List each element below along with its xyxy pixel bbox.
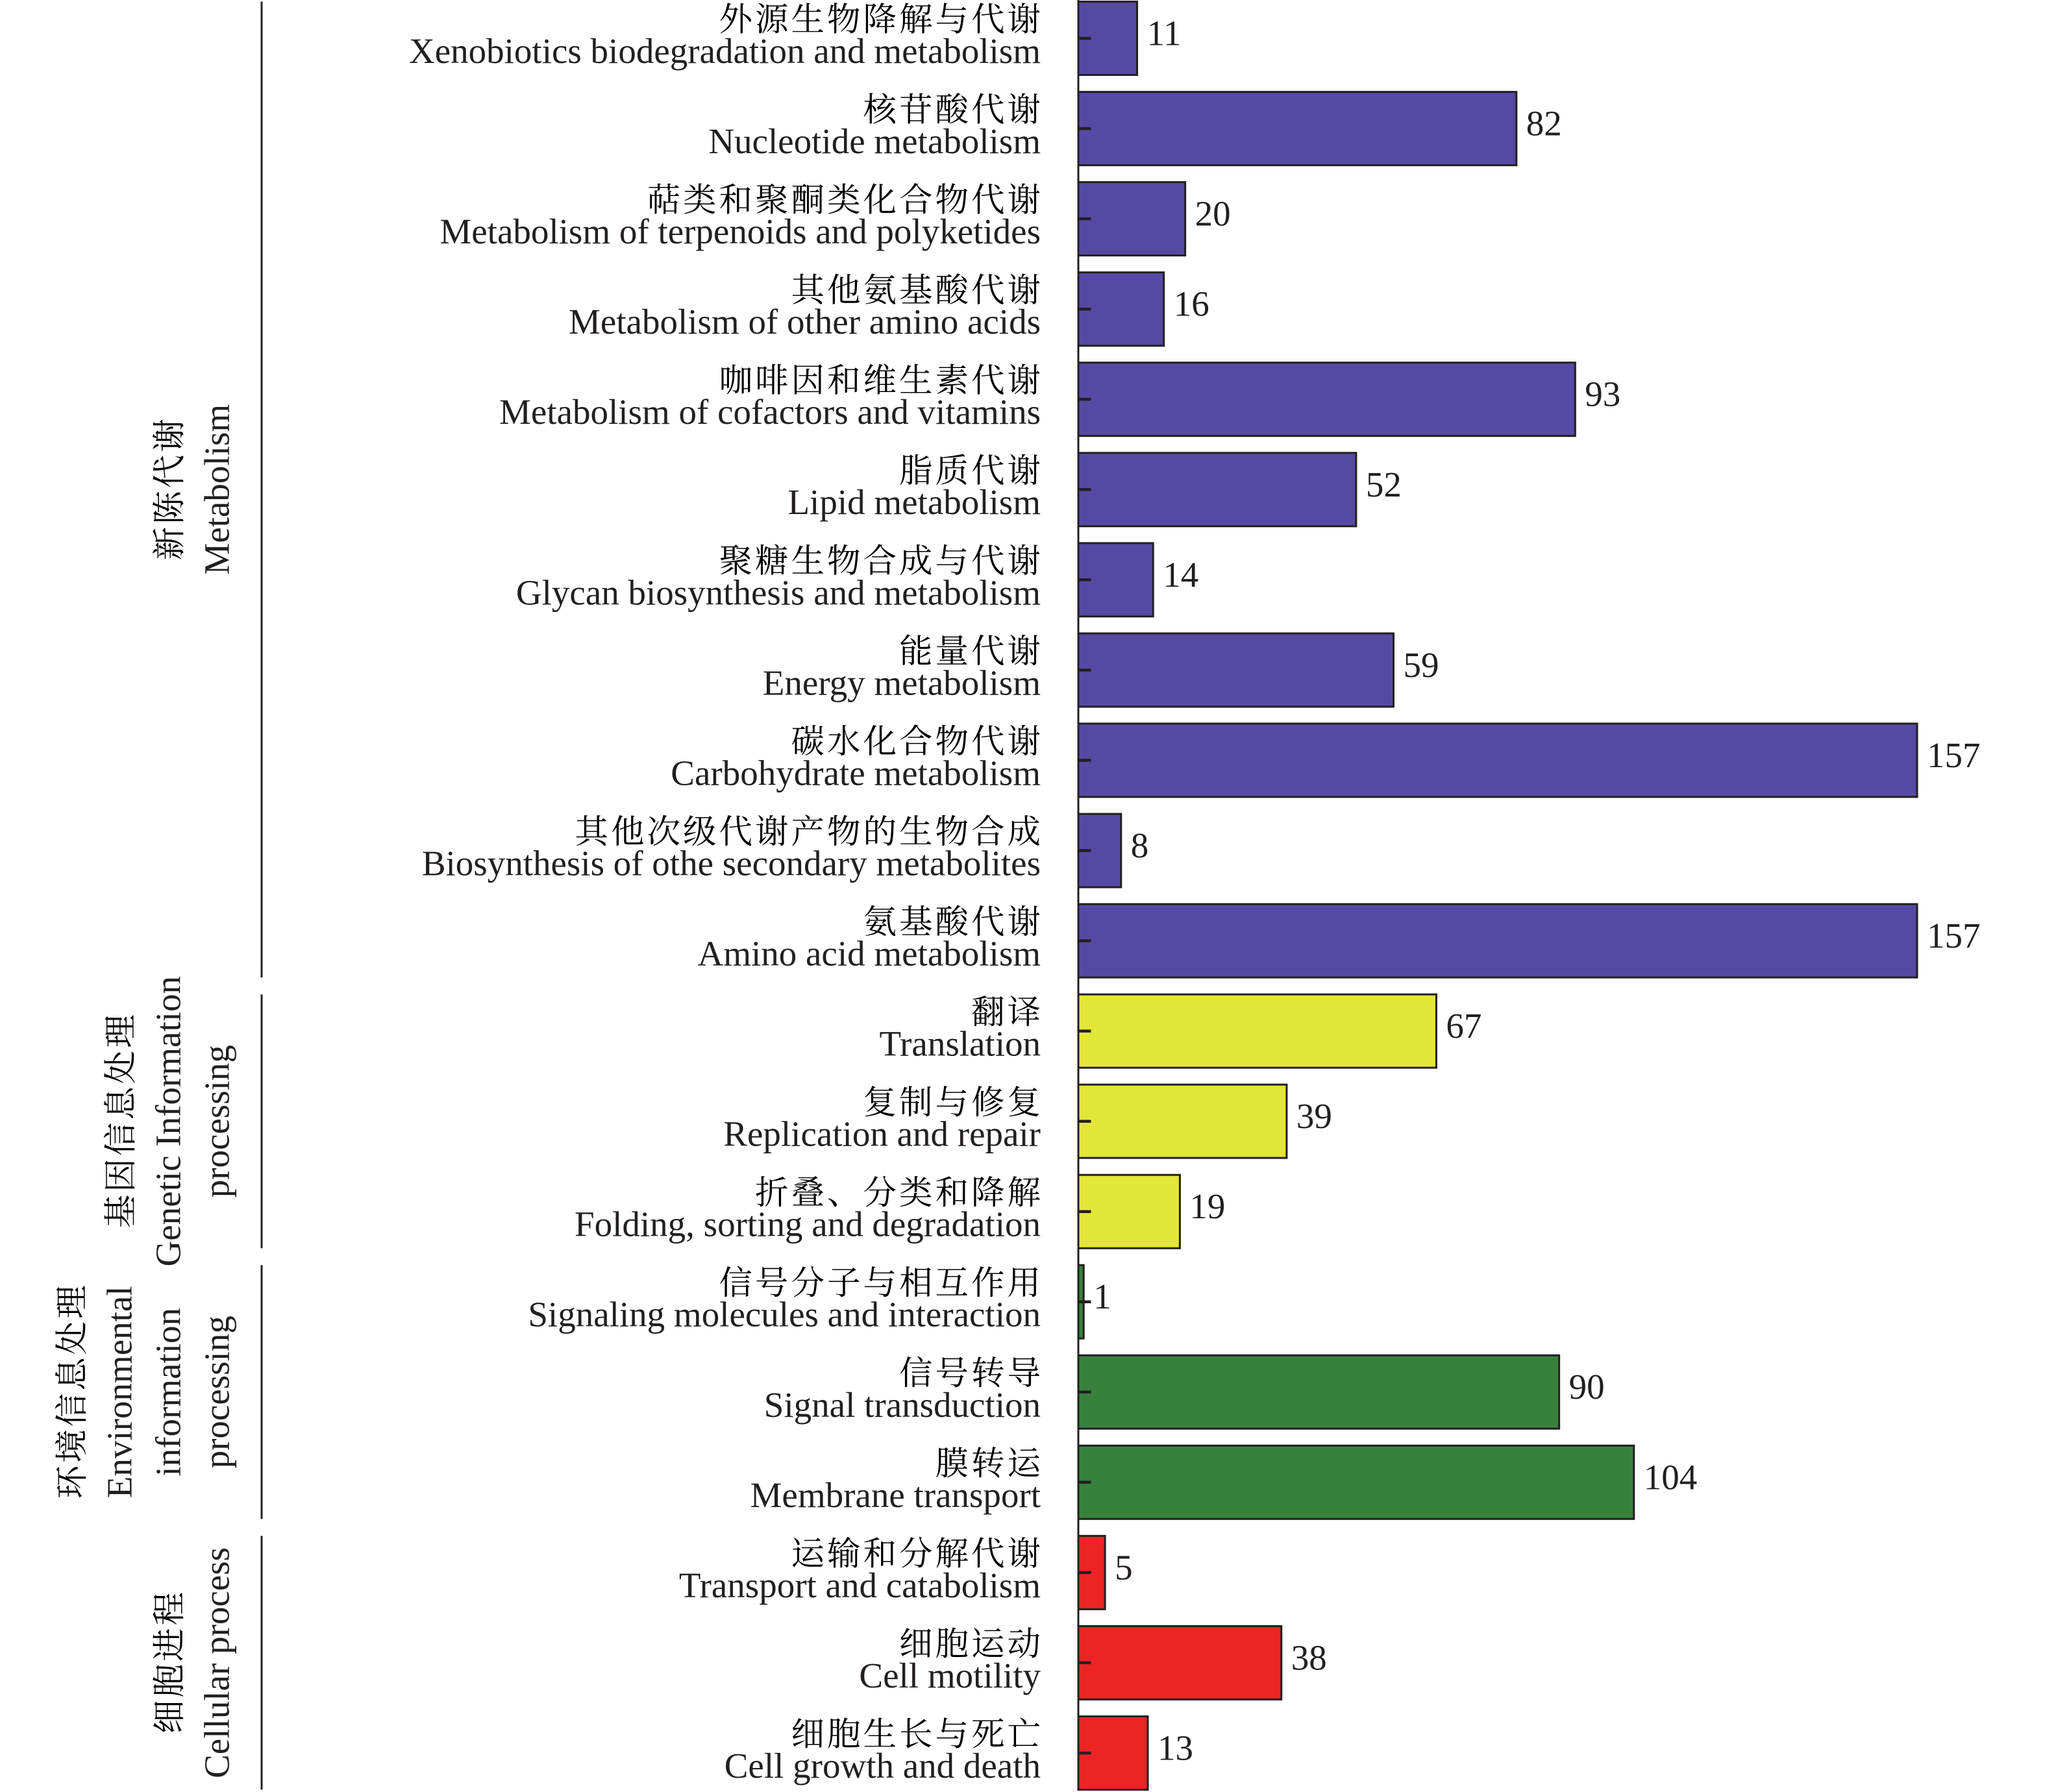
svg-text:Lipid metabolism: Lipid metabolism: [787, 482, 1041, 522]
svg-text:Folding, sorting and degradati: Folding, sorting and degradation: [575, 1205, 1041, 1244]
svg-text:39: 39: [1296, 1096, 1332, 1136]
svg-text:Biosynthesis of othe secondary: Biosynthesis of othe secondary metabolit…: [422, 844, 1041, 883]
svg-text:Membrane transport: Membrane transport: [750, 1475, 1041, 1515]
svg-text:Replication and repair: Replication and repair: [723, 1114, 1041, 1154]
svg-text:Genetic Information: Genetic Information: [149, 976, 188, 1266]
svg-text:Nucleotide metabolism: Nucleotide metabolism: [708, 121, 1041, 161]
svg-text:Transport and catabolism: Transport and catabolism: [679, 1565, 1041, 1605]
svg-text:16: 16: [1174, 284, 1209, 324]
svg-text:Cell growth and death: Cell growth and death: [725, 1746, 1041, 1786]
svg-text:11: 11: [1147, 14, 1182, 53]
svg-text:1: 1: [1093, 1277, 1111, 1316]
svg-text:90: 90: [1569, 1367, 1605, 1406]
svg-text:Signaling molecules and intera: Signaling molecules and interaction: [528, 1295, 1041, 1334]
svg-text:8: 8: [1131, 826, 1149, 865]
svg-text:157: 157: [1927, 735, 1981, 775]
svg-text:Carbohydrate metabolism: Carbohydrate metabolism: [671, 753, 1041, 792]
svg-text:93: 93: [1585, 374, 1620, 414]
svg-text:Metabolism: Metabolism: [197, 404, 237, 575]
svg-text:13: 13: [1158, 1728, 1193, 1768]
svg-text:5: 5: [1115, 1547, 1133, 1587]
svg-text:19: 19: [1189, 1186, 1225, 1226]
svg-text:Cellular process: Cellular process: [197, 1547, 237, 1778]
svg-text:14: 14: [1163, 555, 1198, 595]
svg-text:59: 59: [1404, 645, 1439, 685]
svg-text:Glycan biosynthesis and metabo: Glycan biosynthesis and metabolism: [516, 572, 1041, 612]
svg-text:Translation: Translation: [879, 1024, 1041, 1064]
svg-text:Environmental: Environmental: [100, 1286, 140, 1498]
svg-text:Amino acid metabolism: Amino acid metabolism: [697, 934, 1041, 974]
svg-text:Metabolism of terpenoids and p: Metabolism of terpenoids and polyketides: [440, 212, 1041, 251]
svg-text:processing: processing: [197, 1316, 237, 1468]
svg-text:processing: processing: [197, 1045, 237, 1197]
svg-text:104: 104: [1644, 1457, 1698, 1497]
svg-text:52: 52: [1366, 465, 1402, 504]
svg-text:Metabolism of cofactors and vi: Metabolism of cofactors and vitamins: [499, 392, 1041, 432]
svg-text:Xenobiotics biodegradation and: Xenobiotics biodegradation and metabolis…: [409, 31, 1041, 71]
svg-text:38: 38: [1291, 1638, 1327, 1677]
svg-text:20: 20: [1195, 194, 1231, 234]
svg-text:157: 157: [1927, 916, 1981, 955]
svg-text:information: information: [149, 1308, 188, 1477]
svg-text:82: 82: [1526, 104, 1562, 143]
svg-text:Cell motility: Cell motility: [859, 1656, 1041, 1695]
svg-text:Signal transduction: Signal transduction: [764, 1385, 1041, 1425]
svg-text:Energy metabolism: Energy metabolism: [763, 663, 1041, 702]
svg-text:Metabolism of other amino acid: Metabolism of other amino acids: [569, 302, 1041, 341]
svg-text:67: 67: [1446, 1006, 1481, 1046]
